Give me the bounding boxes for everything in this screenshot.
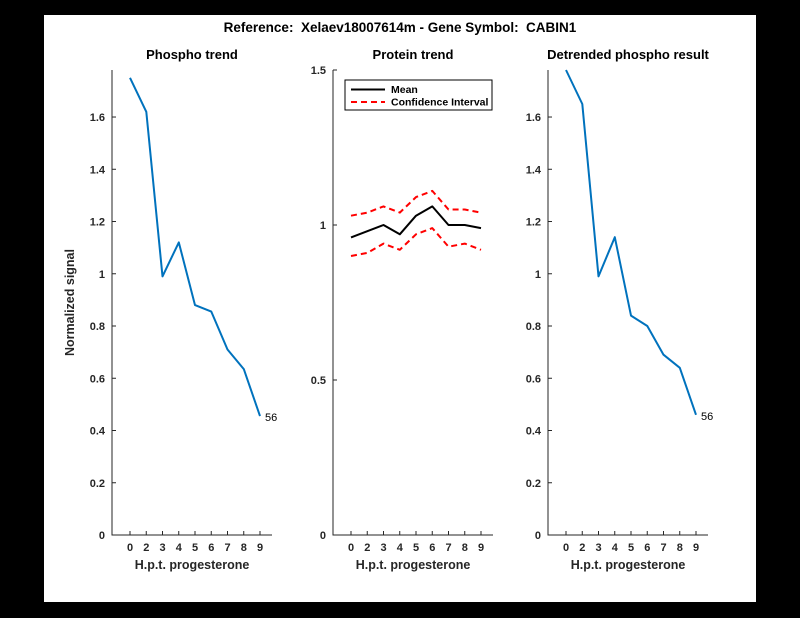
x-tick-label: 2	[143, 542, 149, 554]
y-tick-label: 0.4	[526, 426, 542, 438]
x-tick-label: 5	[628, 542, 634, 554]
end-point-label: 56	[265, 412, 277, 424]
y-tick-label: 0	[535, 530, 541, 542]
axes-spines	[332, 70, 493, 536]
legend-label-0: Mean	[391, 84, 418, 96]
phospho-trend-series-0	[129, 77, 261, 417]
x-axis-label: H.p.t. progesterone	[356, 558, 471, 572]
subplot-title: Detrended phospho result	[547, 47, 709, 62]
x-tick-label: 7	[224, 542, 230, 554]
y-tick-label: 0.2	[90, 478, 105, 490]
y-tick-label: 0.6	[526, 373, 541, 385]
x-tick-label: 5	[192, 542, 198, 554]
x-tick-label: 9	[257, 542, 263, 554]
figure-area: Reference: Xelaev18007614m - Gene Symbol…	[44, 15, 756, 602]
x-tick-label: 3	[380, 542, 386, 554]
x-tick-label: 4	[176, 542, 183, 554]
x-tick-label: 2	[579, 542, 585, 554]
x-axis-label: H.p.t. progesterone	[571, 558, 686, 572]
y-axis-label: Normalized signal	[63, 249, 77, 356]
phospho-trend-chart: 00.20.40.60.811.21.41.60 2 3 4 5 6 7 8 9Phospho …	[63, 47, 277, 572]
protein-trend-series-2	[350, 227, 482, 257]
x-tick-label: 9	[478, 542, 484, 554]
y-tick-label: 0.4	[90, 426, 106, 438]
detrended-phospho-result-chart: 00.20.40.60.811.21.41.60 2 3 4 5 6 7 8 9Detrende…	[526, 47, 714, 572]
x-tick-label: 6	[208, 542, 214, 554]
y-tick-label: 0.6	[90, 373, 105, 385]
subplot-title: Phospho trend	[146, 47, 238, 62]
charts-svg: 00.20.40.60.811.21.41.60 2 3 4 5 6 7 8 9Phospho …	[63, 47, 714, 572]
y-tick-label: 1.2	[90, 217, 105, 229]
x-tick-label: 7	[445, 542, 451, 554]
protein-trend-series-0	[350, 205, 482, 239]
x-axis-label: H.p.t. progesterone	[135, 558, 250, 572]
y-tick-label: 1.6	[526, 112, 541, 124]
y-tick-label: 1	[99, 269, 105, 281]
x-tick-label: 7	[660, 542, 666, 554]
x-tick-label: 6	[429, 542, 435, 554]
x-tick-label: 4	[612, 542, 619, 554]
x-tick-label: 6	[644, 542, 650, 554]
x-tick-label: 0	[127, 542, 133, 554]
y-tick-label: 0.8	[526, 321, 541, 333]
y-tick-label: 0.8	[90, 321, 105, 333]
axes-spines	[111, 70, 272, 536]
detrended-phospho-result-series-0	[565, 69, 697, 416]
y-tick-label: 1.5	[311, 65, 326, 77]
y-tick-label: 1.4	[90, 164, 106, 176]
y-tick-label: 1.6	[90, 112, 105, 124]
x-tick-label: 0	[348, 542, 354, 554]
x-tick-label: 9	[693, 542, 699, 554]
y-tick-label: 1.4	[526, 164, 542, 176]
legend-label-1: Confidence Interval	[391, 97, 489, 109]
y-tick-label: 1.2	[526, 217, 541, 229]
x-tick-label: 8	[677, 542, 683, 554]
x-tick-label: 8	[241, 542, 247, 554]
x-tick-label: 0	[563, 542, 569, 554]
figure-title: Reference: Xelaev18007614m - Gene Symbol…	[223, 20, 577, 35]
y-tick-label: 0.5	[311, 375, 326, 387]
x-tick-label: 2	[364, 542, 370, 554]
x-tick-label: 8	[462, 542, 468, 554]
end-point-label: 56	[701, 411, 713, 423]
y-tick-label: 0	[99, 530, 105, 542]
subplot-title: Protein trend	[373, 47, 454, 62]
y-tick-label: 0.2	[526, 478, 541, 490]
protein-trend-series-1	[350, 189, 482, 217]
legend-frame	[344, 79, 493, 111]
x-tick-label: 3	[595, 542, 601, 554]
x-tick-label: 3	[159, 542, 165, 554]
x-tick-label: 4	[397, 542, 404, 554]
y-tick-label: 1	[320, 220, 326, 232]
y-tick-label: 1	[535, 269, 541, 281]
y-tick-label: 0	[320, 530, 326, 542]
x-tick-label: 5	[413, 542, 419, 554]
